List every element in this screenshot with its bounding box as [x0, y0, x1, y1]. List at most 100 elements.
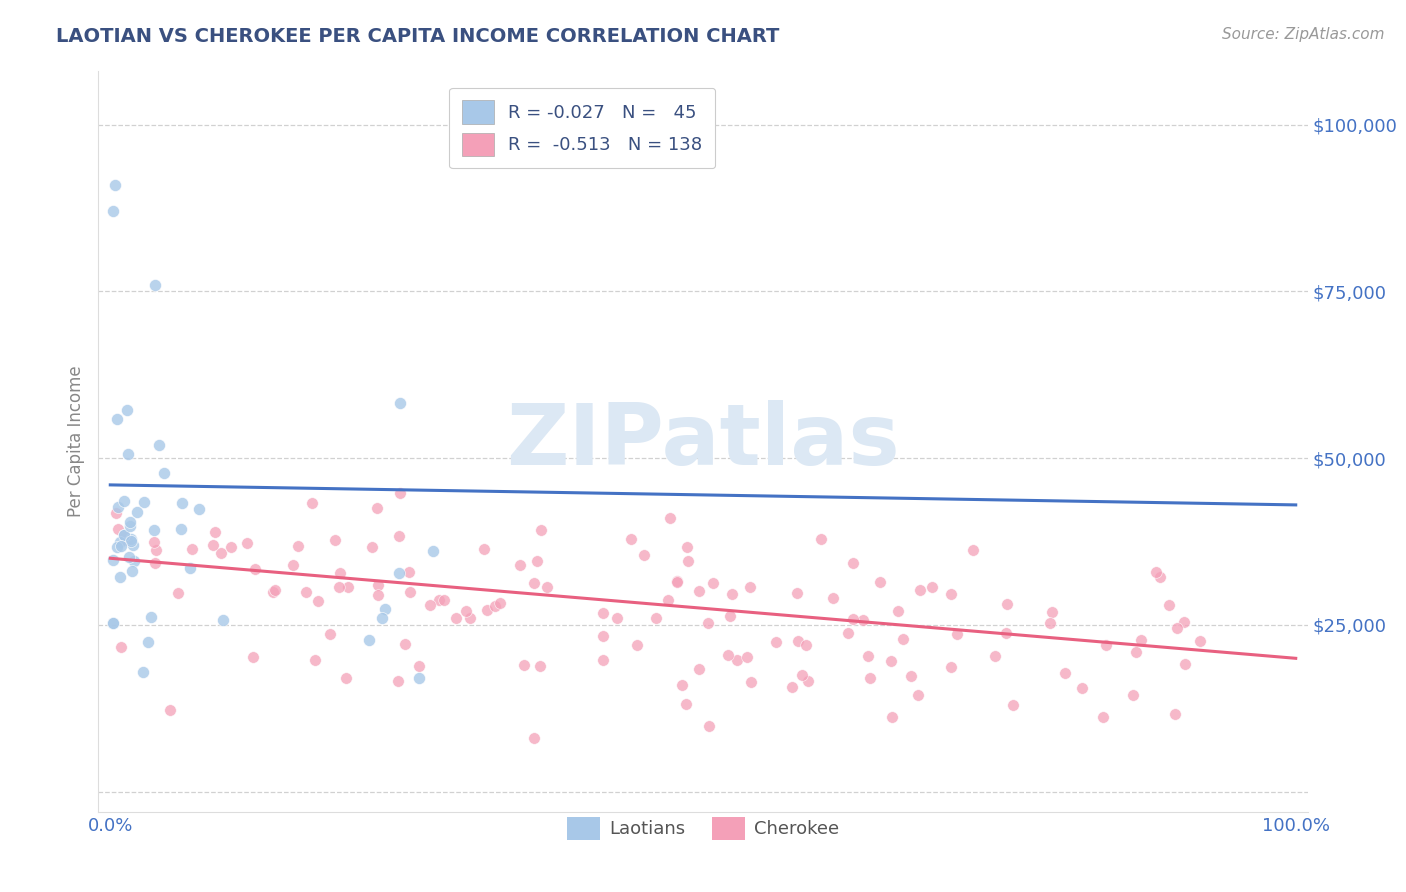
- Legend: Laotians, Cherokee: Laotians, Cherokee: [560, 809, 846, 847]
- Point: [484, 599, 506, 613]
- Point: [1125, 645, 1147, 659]
- Point: [856, 649, 879, 664]
- Point: [530, 524, 553, 538]
- Point: [523, 731, 546, 746]
- Point: [112, 528, 135, 542]
- Point: [721, 587, 744, 601]
- Point: [101, 553, 124, 567]
- Point: [108, 569, 131, 583]
- Point: [765, 634, 787, 648]
- Point: [367, 577, 389, 591]
- Point: [367, 588, 389, 602]
- Point: [180, 542, 202, 557]
- Point: [702, 576, 724, 591]
- Point: [143, 556, 166, 570]
- Point: [688, 583, 710, 598]
- Point: [810, 532, 832, 546]
- Point: [117, 402, 139, 417]
- Point: [1166, 621, 1188, 635]
- Point: [995, 598, 1018, 612]
- Text: ZIPatlas: ZIPatlas: [506, 400, 900, 483]
- Point: [104, 506, 127, 520]
- Point: [536, 580, 558, 594]
- Point: [1039, 615, 1062, 630]
- Point: [219, 541, 242, 555]
- Point: [509, 558, 531, 572]
- Point: [398, 585, 420, 599]
- Point: [101, 615, 124, 630]
- Point: [1174, 657, 1197, 671]
- Point: [204, 524, 226, 539]
- Point: [387, 674, 409, 689]
- Point: [145, 543, 167, 558]
- Point: [153, 466, 176, 480]
- Point: [882, 710, 904, 724]
- Point: [138, 635, 160, 649]
- Point: [891, 632, 914, 646]
- Point: [1122, 688, 1144, 702]
- Point: [335, 672, 357, 686]
- Point: [118, 549, 141, 564]
- Point: [529, 658, 551, 673]
- Point: [361, 540, 384, 554]
- Point: [110, 539, 132, 553]
- Text: LAOTIAN VS CHEROKEE PER CAPITA INCOME CORRELATION CHART: LAOTIAN VS CHEROKEE PER CAPITA INCOME CO…: [56, 27, 779, 45]
- Point: [209, 546, 232, 560]
- Point: [797, 673, 820, 688]
- Point: [458, 610, 481, 624]
- Point: [869, 574, 891, 589]
- Point: [718, 609, 741, 624]
- Point: [433, 592, 456, 607]
- Point: [859, 671, 882, 685]
- Point: [1157, 598, 1180, 612]
- Point: [408, 659, 430, 673]
- Point: [118, 515, 141, 529]
- Point: [359, 632, 381, 647]
- Point: [790, 668, 813, 682]
- Point: [1173, 615, 1195, 629]
- Point: [148, 438, 170, 452]
- Point: [526, 554, 548, 568]
- Point: [852, 613, 875, 627]
- Point: [945, 627, 967, 641]
- Point: [121, 564, 143, 578]
- Point: [666, 575, 689, 590]
- Point: [1129, 632, 1152, 647]
- Point: [388, 529, 411, 543]
- Point: [243, 562, 266, 576]
- Point: [264, 583, 287, 598]
- Point: [120, 518, 142, 533]
- Point: [725, 653, 748, 667]
- Point: [488, 596, 510, 610]
- Point: [592, 629, 614, 643]
- Point: [644, 610, 666, 624]
- Point: [939, 660, 962, 674]
- Point: [117, 447, 139, 461]
- Point: [110, 640, 132, 655]
- Point: [371, 611, 394, 625]
- Point: [717, 648, 740, 663]
- Point: [141, 610, 163, 624]
- Point: [170, 522, 193, 536]
- Point: [336, 580, 359, 594]
- Point: [737, 649, 759, 664]
- Point: [287, 539, 309, 553]
- Point: [179, 561, 201, 575]
- Point: [132, 665, 155, 679]
- Point: [941, 587, 963, 601]
- Point: [295, 585, 318, 599]
- Point: [114, 494, 136, 508]
- Point: [887, 604, 910, 618]
- Point: [188, 501, 211, 516]
- Point: [107, 500, 129, 515]
- Point: [122, 553, 145, 567]
- Point: [101, 616, 124, 631]
- Point: [398, 565, 420, 579]
- Point: [900, 669, 922, 683]
- Point: [201, 538, 224, 552]
- Point: [620, 533, 643, 547]
- Point: [1164, 707, 1187, 722]
- Point: [921, 581, 943, 595]
- Point: [408, 671, 430, 685]
- Point: [908, 582, 931, 597]
